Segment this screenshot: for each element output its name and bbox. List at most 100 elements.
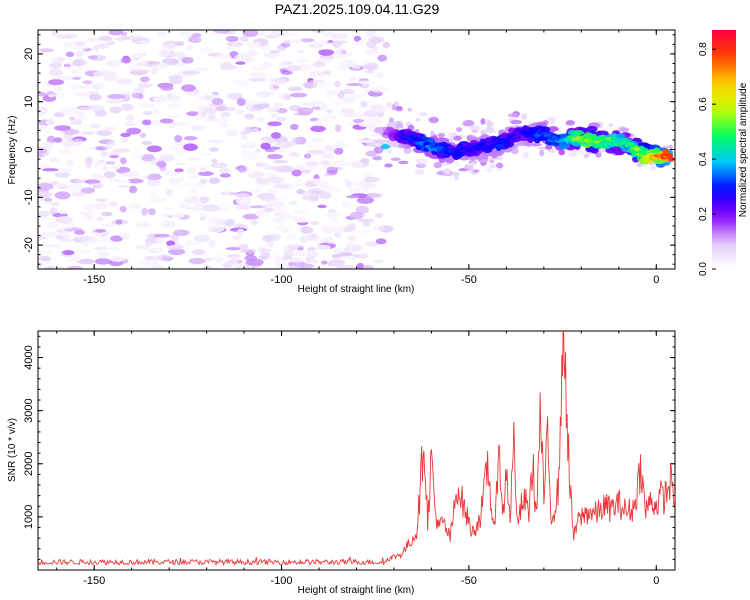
spectrogram-cell bbox=[472, 169, 480, 173]
spectrogram-cell bbox=[469, 125, 482, 131]
spectrogram-cell bbox=[328, 152, 335, 161]
spectrogram-cell bbox=[365, 150, 377, 157]
spectrogram-cell bbox=[360, 101, 368, 108]
spectrogram-cell bbox=[286, 233, 297, 241]
spectrogram-cell bbox=[129, 185, 138, 194]
spectrogram-cell bbox=[110, 235, 123, 242]
spectrogram-cell bbox=[334, 248, 342, 253]
spectrogram-cell bbox=[320, 114, 338, 122]
spectrogram-cell bbox=[76, 85, 89, 90]
spectrogram-cell bbox=[319, 104, 328, 111]
spectrogram-cell bbox=[297, 49, 304, 54]
spectrogram-cell bbox=[360, 228, 372, 234]
spectrogram-cell bbox=[74, 92, 92, 97]
spectrogram-cell bbox=[334, 147, 344, 155]
spectrogram-cell bbox=[371, 37, 383, 44]
spectrogram-cell bbox=[120, 132, 131, 138]
spectrogram-cell bbox=[65, 159, 75, 167]
spectrogram-cell bbox=[488, 163, 497, 169]
spectrogram-cell bbox=[241, 142, 257, 150]
spectrogram-cell bbox=[168, 248, 186, 256]
spectrogram-cell bbox=[324, 173, 333, 177]
spectrogram-cell bbox=[234, 53, 252, 62]
spectrogram-cell bbox=[168, 176, 185, 183]
spectrogram-cell bbox=[168, 74, 183, 81]
spectrogram-cell bbox=[175, 41, 185, 47]
spectrogram-cell bbox=[346, 83, 363, 87]
spectrogram-cell bbox=[312, 42, 321, 47]
spectrogram-cell bbox=[507, 113, 519, 118]
spectrogram-cell bbox=[94, 232, 102, 237]
spectrogram-cell bbox=[250, 219, 259, 226]
spectrogram-cell bbox=[551, 136, 560, 141]
spectrogram-cell bbox=[352, 118, 364, 124]
spectrogram-x-axis-title: Height of straight line (km) bbox=[298, 284, 415, 295]
spectrogram-cell bbox=[341, 96, 358, 104]
spectrogram-cell bbox=[264, 125, 272, 130]
spectrogram-cell bbox=[309, 259, 320, 264]
spectrogram-cell bbox=[300, 169, 311, 174]
spectrogram-cell bbox=[56, 167, 72, 173]
spectrogram-cell bbox=[54, 125, 72, 131]
spectrogram-cell bbox=[234, 79, 249, 87]
spectrogram-cell bbox=[251, 103, 270, 109]
spectrogram-cell bbox=[225, 45, 236, 51]
spectrogram-cell bbox=[50, 202, 60, 207]
spectrogram-cell bbox=[333, 217, 340, 224]
spectrogram-cell bbox=[335, 48, 347, 54]
spectrogram-cell bbox=[319, 186, 335, 192]
spectrogram-cell bbox=[124, 122, 136, 126]
spectrogram-cell bbox=[333, 160, 352, 167]
spectrogram-cell bbox=[312, 61, 326, 68]
spectrogram-cell bbox=[202, 204, 220, 212]
spectrogram-cell bbox=[486, 129, 498, 133]
y-tick-label: 20 bbox=[23, 48, 35, 60]
spectrogram-cell bbox=[38, 210, 50, 217]
spectrogram-cell bbox=[48, 79, 64, 86]
spectrogram-cell bbox=[357, 39, 368, 47]
spectrogram-cell bbox=[87, 55, 98, 60]
spectrogram-cell bbox=[300, 38, 315, 43]
spectrogram-cell bbox=[391, 104, 396, 111]
spectrogram-cell bbox=[146, 145, 162, 153]
spectrogram-cell bbox=[167, 103, 180, 109]
spectrogram-cell bbox=[76, 248, 92, 254]
spectrogram-cell bbox=[121, 171, 140, 177]
spectrogram-cell bbox=[198, 152, 212, 156]
spectrogram-cell bbox=[317, 181, 330, 187]
spectrogram-cell bbox=[522, 151, 529, 159]
spectrogram-cell bbox=[198, 171, 214, 177]
spectrogram-cell bbox=[195, 112, 203, 121]
spectrogram-cell bbox=[54, 172, 71, 178]
spectrogram-cell bbox=[454, 175, 459, 181]
spectrogram-cell bbox=[94, 110, 107, 117]
spectrogram-cell bbox=[386, 102, 393, 107]
spectrogram-cell bbox=[137, 265, 155, 269]
spectrogram-cell bbox=[162, 170, 180, 176]
x-tick-label: -100 bbox=[271, 274, 293, 286]
spectrogram-cell bbox=[121, 137, 128, 143]
spectrogram-cell bbox=[76, 235, 94, 241]
spectrogram-cell bbox=[320, 160, 330, 165]
spectrogram-cell bbox=[485, 146, 495, 150]
x-tick-label: -50 bbox=[461, 274, 477, 286]
spectrogram-cells bbox=[38, 30, 675, 269]
spectrogram-cell bbox=[126, 127, 142, 135]
spectrogram-cell bbox=[39, 231, 58, 238]
spectrogram-cell bbox=[278, 63, 286, 70]
spectrogram-cell bbox=[38, 124, 49, 130]
spectrogram-cell bbox=[249, 188, 262, 193]
spectrogram-cell bbox=[109, 200, 118, 207]
spectrogram-cell bbox=[302, 102, 315, 107]
spectrogram-cell bbox=[139, 102, 150, 108]
spectrogram-cell bbox=[115, 219, 123, 225]
spectrogram-cell bbox=[236, 228, 245, 235]
spectrogram-cell bbox=[73, 45, 88, 51]
spectrogram-cell bbox=[276, 116, 287, 122]
spectrogram-cell bbox=[240, 132, 248, 141]
spectrogram-cell bbox=[120, 103, 134, 112]
spectrogram-cell bbox=[39, 48, 55, 53]
spectrogram-cell bbox=[208, 177, 221, 184]
spectrogram-cell bbox=[232, 234, 242, 241]
spectrogram-cell bbox=[167, 114, 183, 119]
